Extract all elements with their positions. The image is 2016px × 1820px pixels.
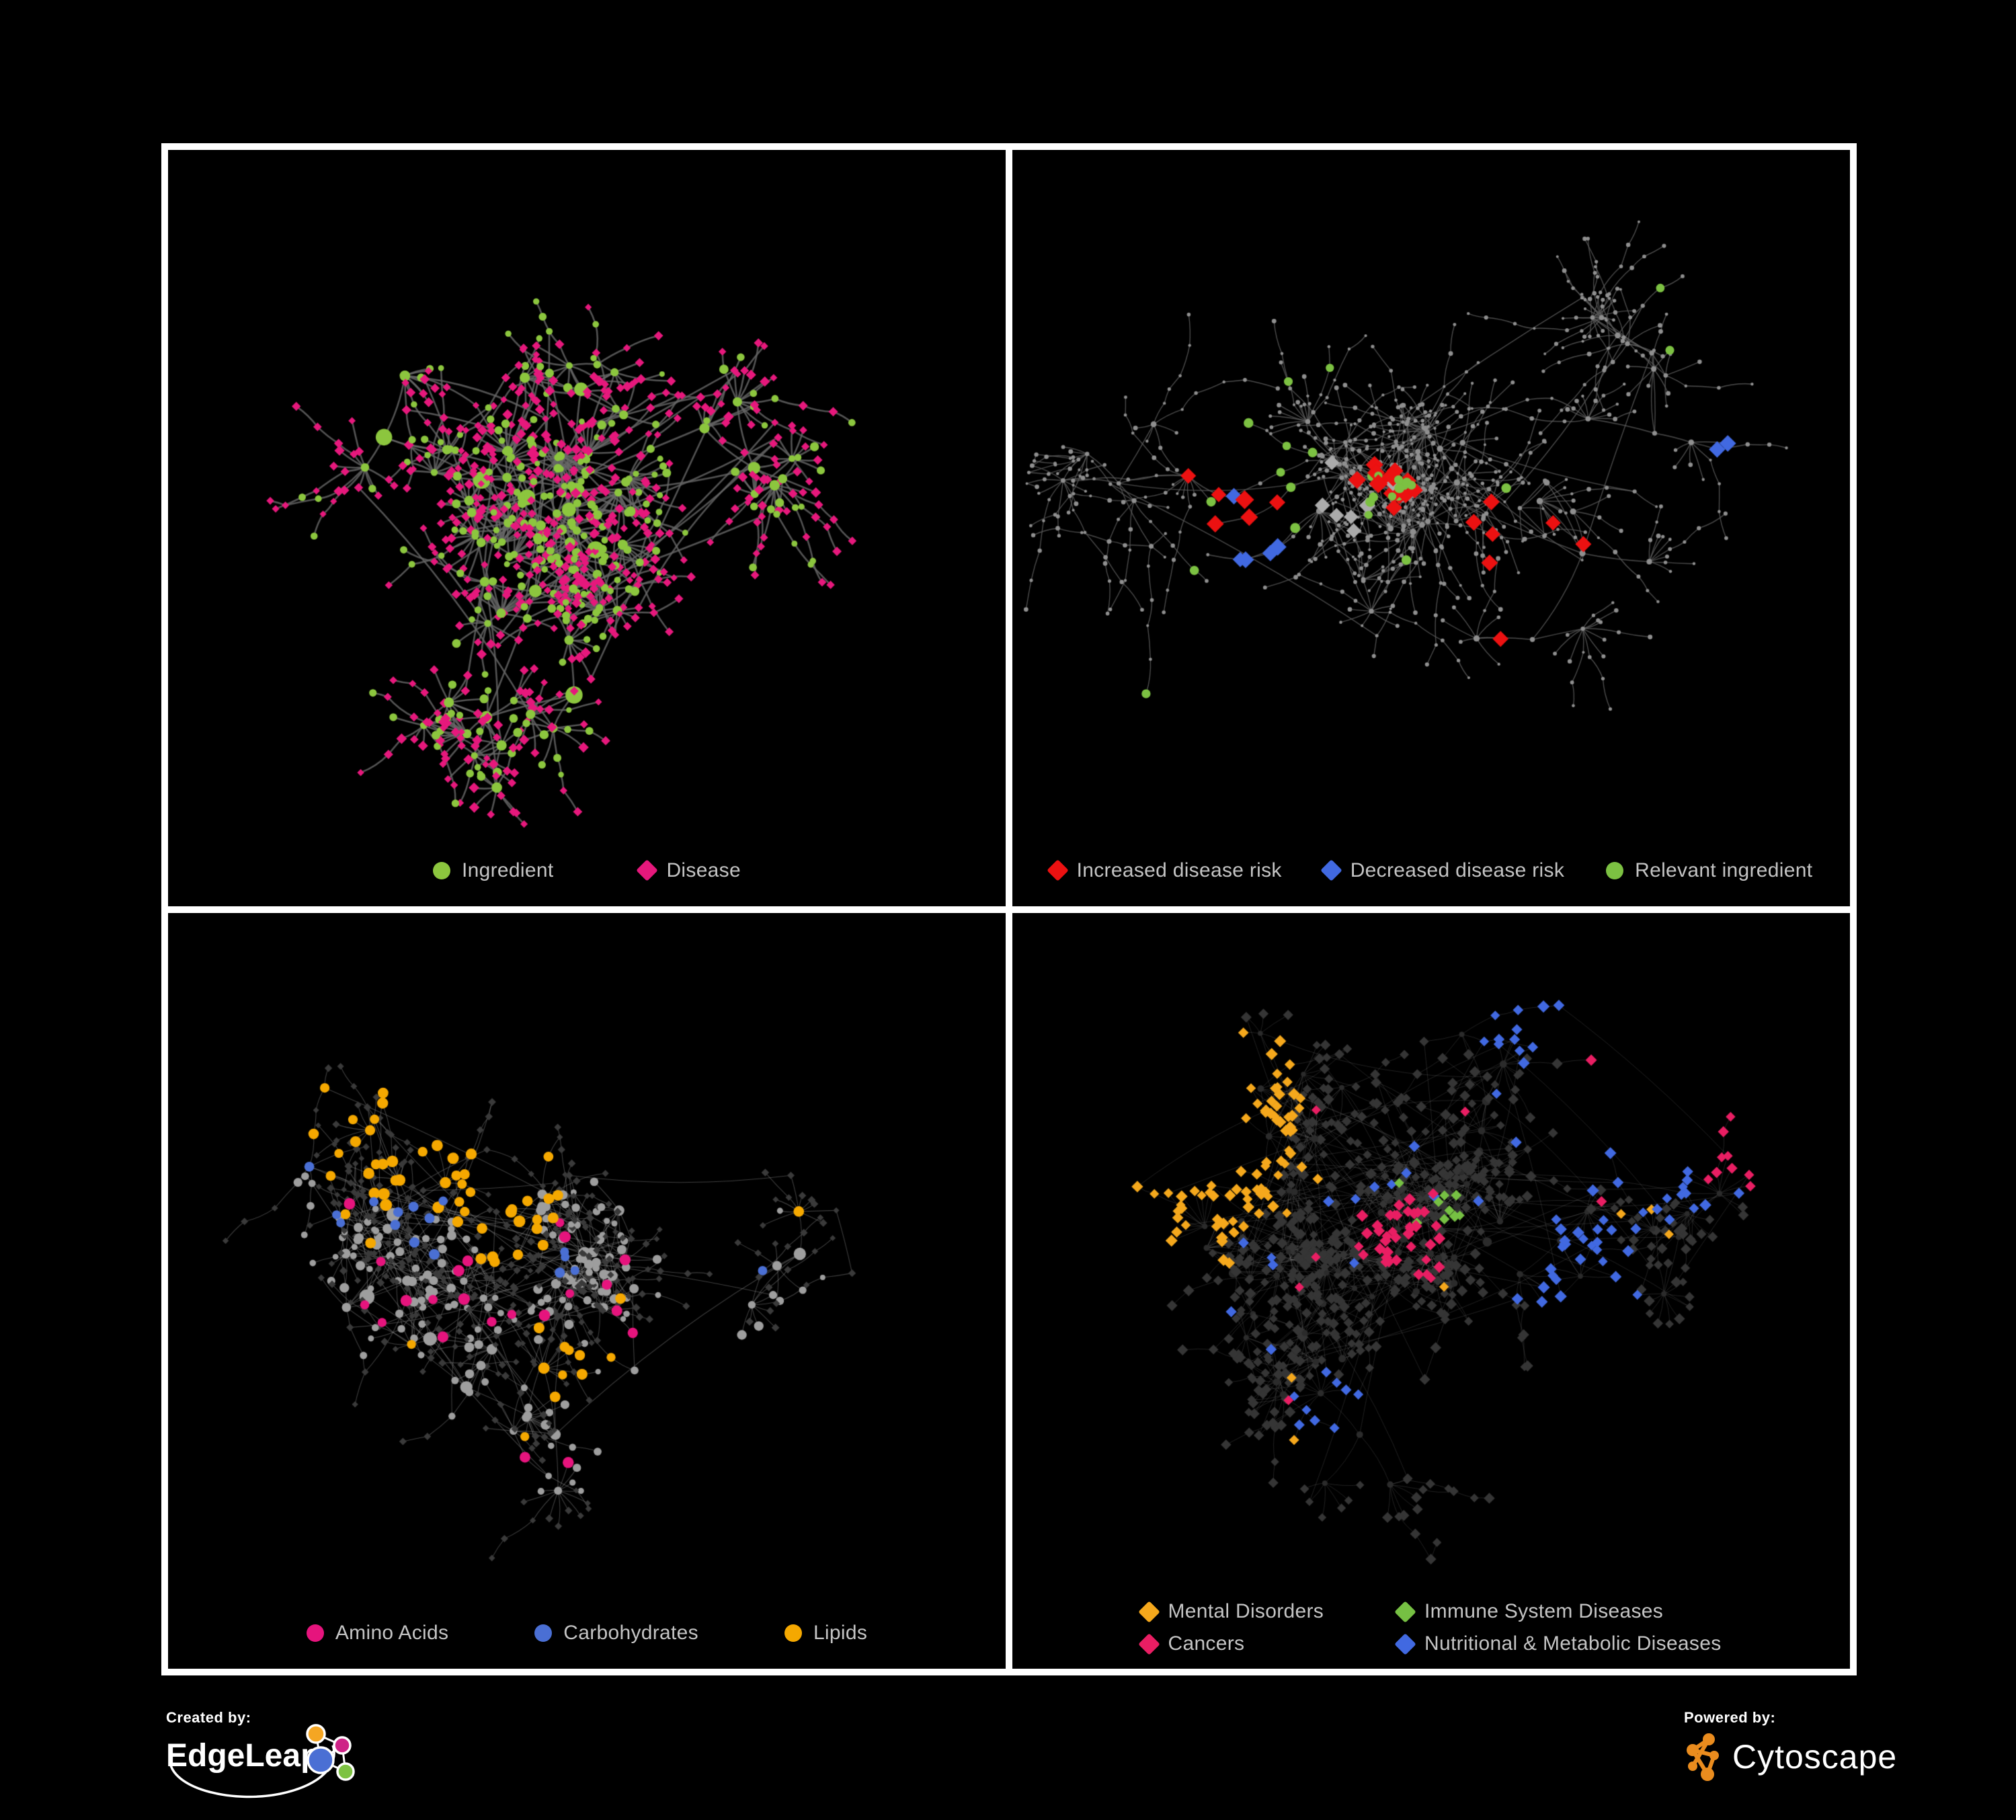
- legend-label: Lipids: [813, 1622, 868, 1644]
- legend-label: Increased disease risk: [1076, 859, 1282, 881]
- cytoscape-brand: Cytoscape: [1684, 1732, 1897, 1782]
- legend-label: Disease: [666, 859, 741, 881]
- edgeleap-brand: EdgeLeap: [166, 1724, 415, 1798]
- legend-label: Carbohydrates: [563, 1622, 698, 1644]
- network-canvas-disease-risk: [1012, 150, 1850, 906]
- legend-label: Relevant ingredient: [1635, 859, 1813, 881]
- legend-item: Immune System Diseases: [1394, 1600, 1664, 1623]
- legend-label: Nutritional & Metabolic Diseases: [1424, 1632, 1722, 1655]
- legend-item: Mental Disorders: [1137, 1600, 1324, 1623]
- network-canvas-ingredient-disease: [168, 150, 1006, 906]
- legend-item: Nutritional & Metabolic Diseases: [1394, 1632, 1722, 1655]
- created-by-block: Created by: EdgeLeap: [166, 1709, 415, 1798]
- legend-item: Ingredient: [433, 859, 553, 882]
- cytoscape-logo-icon: [1687, 1733, 1719, 1781]
- legend-item: Disease: [636, 859, 741, 882]
- legend-disease-classes: Mental Disorders Immune System Diseases …: [1012, 1600, 1850, 1655]
- edgeleap-wordmark: EdgeLeap: [166, 1738, 321, 1774]
- amino-acids-marker-icon: [306, 1624, 324, 1642]
- cytoscape-wordmark: Cytoscape: [1732, 1738, 1898, 1776]
- legend-label: Cancers: [1168, 1632, 1245, 1655]
- mental-disorders-marker-icon: [1137, 1600, 1160, 1623]
- network-canvas-disease-classes: [1012, 912, 1850, 1669]
- panel-disease-risk: Increased disease risk Decreased disease…: [1012, 150, 1850, 906]
- legend-item: Relevant ingredient: [1606, 859, 1812, 882]
- legend-label: Amino Acids: [335, 1622, 449, 1644]
- powered-by-label: Powered by:: [1684, 1709, 1776, 1726]
- nutritional-metabolic-marker-icon: [1394, 1632, 1416, 1655]
- lipids-marker-icon: [784, 1624, 802, 1642]
- ingredient-marker-icon: [433, 861, 451, 879]
- powered-by-block: Powered by: Cytoscape: [1684, 1709, 1897, 1782]
- decreased-risk-marker-icon: [1320, 859, 1342, 881]
- legend-label: Ingredient: [462, 859, 554, 881]
- network-canvas-nutrient-classes: [168, 912, 1006, 1669]
- cancers-marker-icon: [1137, 1632, 1160, 1655]
- legend-label: Decreased disease risk: [1350, 859, 1565, 881]
- panel-ingredient-disease: Ingredient Disease: [168, 150, 1006, 906]
- panel-nutrient-classes: Amino Acids Carbohydrates Lipids: [168, 912, 1006, 1669]
- increased-risk-marker-icon: [1046, 859, 1069, 881]
- legend-item: Cancers: [1137, 1632, 1245, 1655]
- panel-disease-classes: Mental Disorders Immune System Diseases …: [1012, 912, 1850, 1669]
- panel-grid-frame: Ingredient Disease Increased disease ris…: [161, 143, 1857, 1675]
- legend-disease-risk: Increased disease risk Decreased disease…: [1012, 859, 1850, 882]
- disease-marker-icon: [636, 859, 659, 881]
- carbohydrates-marker-icon: [534, 1624, 553, 1642]
- legend-item: Increased disease risk: [1046, 859, 1282, 882]
- legend-label: Mental Disorders: [1168, 1600, 1324, 1622]
- legend-ingredient-disease: Ingredient Disease: [168, 859, 1006, 882]
- legend-item: Carbohydrates: [534, 1622, 698, 1645]
- legend-item: Lipids: [784, 1622, 867, 1645]
- legend-item: Decreased disease risk: [1320, 859, 1565, 882]
- created-by-label: Created by:: [166, 1709, 251, 1726]
- legend-nutrient-classes: Amino Acids Carbohydrates Lipids: [168, 1622, 1006, 1645]
- legend-label: Immune System Diseases: [1424, 1600, 1664, 1622]
- immune-diseases-marker-icon: [1394, 1600, 1416, 1623]
- relevant-ingredient-marker-icon: [1606, 861, 1624, 879]
- legend-item: Amino Acids: [306, 1622, 449, 1645]
